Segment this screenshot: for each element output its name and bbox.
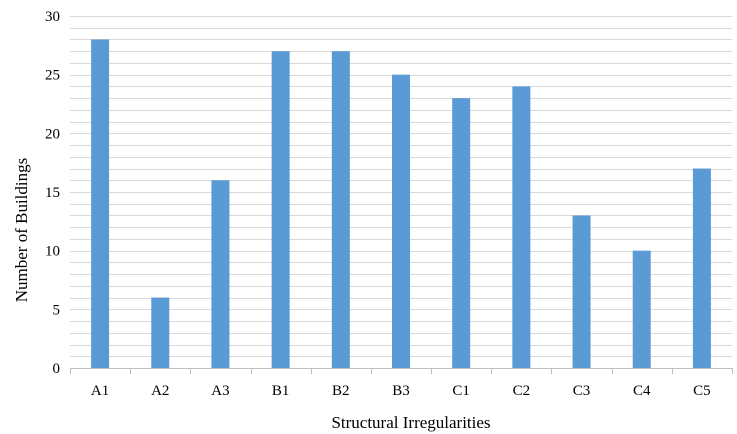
y-tick-label: 20 [45,126,60,142]
bar-b2 [331,51,350,368]
y-tick-label: 25 [45,68,60,84]
x-tick-labels: A1 A2 A3 B1 B2 B3 C1 C2 C3 C4 C5 [91,383,711,399]
x-tick-label: C2 [513,383,531,399]
bar-a2 [151,297,170,368]
y-tick-label: 15 [45,185,60,201]
bar-series [91,39,711,369]
bar-a3 [211,180,230,368]
bar-c2 [512,86,531,369]
x-tick-label: C5 [693,383,711,399]
x-axis-title: Structural Irregularities [331,413,490,432]
bar-a1 [91,39,110,368]
bar-b3 [392,74,410,369]
bar-c1 [452,98,471,368]
x-tick-label: A1 [91,383,109,399]
y-tick-label: 10 [45,244,60,260]
y-tick-label: 5 [53,302,61,318]
bar-b1 [271,51,290,368]
y-tick-labels: 0 5 10 15 20 25 30 [45,9,60,377]
bar-c4 [632,250,651,368]
x-tick-label: C4 [633,383,651,399]
y-tick-label: 30 [45,9,60,25]
x-tick-label: B2 [332,383,350,399]
x-tick-label: A2 [151,383,169,399]
axes [70,368,733,374]
bar-c5 [692,168,711,368]
bar-c3 [572,215,591,368]
x-tick-label: C1 [452,383,470,399]
x-tick-label: C3 [573,383,591,399]
x-tick-label: B3 [392,383,410,399]
x-tick-label: B1 [272,383,290,399]
x-tick-label: A3 [211,383,229,399]
y-axis-title: Number of Buildings [12,158,31,303]
y-tick-label: 0 [53,361,61,377]
